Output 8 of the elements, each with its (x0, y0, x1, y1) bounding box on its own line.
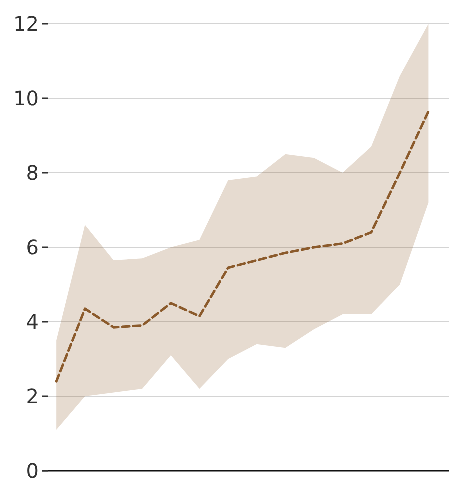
y-tick-label: 8 (26, 161, 39, 185)
line-series (55, 110, 430, 383)
y-tick-label: 4 (26, 310, 39, 334)
y-tick-label: 2 (26, 384, 39, 408)
y-tick-label: 10 (14, 86, 39, 110)
y-tick-label: 0 (26, 459, 39, 481)
y-tick-label: 6 (26, 236, 39, 260)
y-tick-label: 12 (14, 12, 39, 36)
